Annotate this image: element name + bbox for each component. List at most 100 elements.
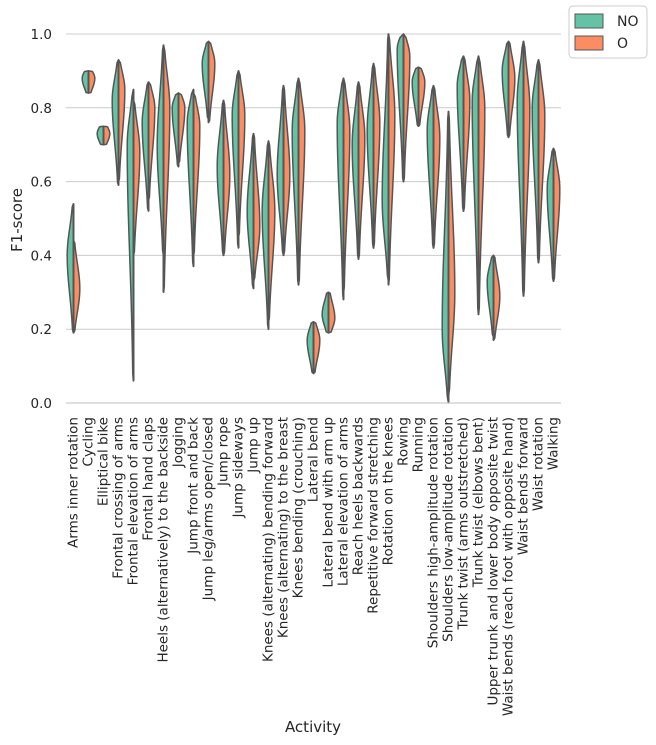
violin-group xyxy=(96,125,111,146)
violin-half-o xyxy=(312,321,321,375)
violin-half-no xyxy=(66,202,75,334)
x-tick-label: Jump leg/arms open/closed xyxy=(201,417,217,601)
y-axis-ticks: 0.0 0.2 0.4 0.6 0.8 1.0 xyxy=(31,27,52,412)
violin-half-no xyxy=(441,110,450,404)
x-tick-label: Cycling xyxy=(81,417,97,466)
violin-group xyxy=(246,132,261,290)
x-tick-label: Trunk twist (elbows bent) xyxy=(471,417,487,588)
x-tick-label: Knees (alternating) bending forward xyxy=(261,417,277,662)
violin-half-o xyxy=(342,77,351,294)
violin-half-no xyxy=(111,59,120,187)
y-tick-label: 0.6 xyxy=(31,175,52,191)
x-tick-label: Frontal crossing of arms xyxy=(111,417,127,579)
violin-half-o xyxy=(102,125,111,146)
violin-half-o xyxy=(177,92,186,164)
violin-group xyxy=(291,77,306,286)
y-axis-title: F1-score xyxy=(8,188,26,252)
violin-group xyxy=(531,59,546,264)
violin-group xyxy=(306,321,321,375)
violin-half-o xyxy=(507,40,516,139)
x-tick-label: Running xyxy=(411,417,427,472)
violin-half-o xyxy=(552,147,561,282)
violin-half-o xyxy=(537,59,546,264)
violin-half-no xyxy=(396,33,405,183)
x-axis-title: Activity xyxy=(285,718,341,736)
violin-group xyxy=(186,88,201,268)
violin-group xyxy=(516,40,531,297)
x-tick-label: Rotation on the knees xyxy=(381,417,397,565)
x-tick-label: Arms inner rotation xyxy=(66,417,82,548)
x-tick-label: Rowing xyxy=(396,417,412,466)
violin-half-no xyxy=(96,125,105,146)
violin-half-no xyxy=(546,147,555,282)
violin-half-no xyxy=(336,77,345,301)
violin-half-o xyxy=(267,140,276,323)
violin-half-o xyxy=(162,44,171,294)
violin-half-no xyxy=(186,88,195,268)
violin-half-o xyxy=(327,291,336,334)
violin-half-no xyxy=(306,321,315,375)
x-tick-label: Walking xyxy=(546,417,562,470)
violin-half-no xyxy=(201,40,210,120)
violin-group xyxy=(366,62,381,249)
violin-group xyxy=(261,140,276,330)
x-tick-label: Shoulders high-amplitude rotation xyxy=(426,417,442,648)
violin-half-no xyxy=(411,66,420,127)
violin-half-o xyxy=(282,84,291,257)
violin-half-no xyxy=(216,99,225,257)
y-tick-label: 0.0 xyxy=(31,396,52,412)
violin-group xyxy=(126,88,141,382)
violin-half-no xyxy=(246,132,255,290)
x-tick-label: Knees (alternating) to the breast xyxy=(276,417,292,638)
violin-half-no xyxy=(261,140,270,330)
violin-half-o xyxy=(297,77,306,286)
violin-group xyxy=(336,77,351,301)
x-tick-label: Frontal elevation of arms xyxy=(126,417,142,585)
x-tick-label: Upper trunk and lower body opposite twis… xyxy=(486,417,502,706)
violin-group xyxy=(276,84,291,257)
violin-half-o xyxy=(87,70,96,94)
x-tick-label: Knees bending (crouching) xyxy=(291,417,307,598)
legend-swatch-no xyxy=(574,13,604,29)
violin-half-o xyxy=(207,40,216,124)
violin-half-no xyxy=(366,62,375,249)
violin-half-o xyxy=(252,132,261,282)
violin-group xyxy=(486,254,501,342)
legend-label-no: NO xyxy=(617,14,639,30)
x-tick-label: Elliptical bike xyxy=(96,417,112,506)
x-tick-label: Waist rotation xyxy=(531,417,547,511)
legend-swatch-o xyxy=(574,35,604,51)
violin-half-o xyxy=(447,110,456,397)
violin-half-no xyxy=(351,81,360,260)
violin-group xyxy=(201,40,216,124)
violin-half-o xyxy=(72,239,81,334)
violin-group xyxy=(141,81,156,212)
y-tick-label: 1.0 xyxy=(31,27,52,43)
violin-half-no xyxy=(321,291,330,334)
y-tick-label: 0.2 xyxy=(31,322,52,338)
violin-half-o xyxy=(432,84,441,249)
x-tick-label: Jogging xyxy=(171,417,187,468)
x-tick-label: Reach heels backwards xyxy=(351,417,367,575)
violin-group xyxy=(501,40,516,139)
violin-half-no xyxy=(531,59,540,264)
violin-group xyxy=(216,99,231,257)
y-tick-label: 0.4 xyxy=(31,248,52,264)
violin-half-no xyxy=(426,84,435,249)
violin-half-no xyxy=(171,92,180,168)
violin-half-no xyxy=(231,70,240,249)
x-axis-ticks: Arms inner rotation Cycling Elliptical bik… xyxy=(66,417,562,716)
x-tick-label: Waist bends forward xyxy=(516,417,532,555)
x-tick-label: Repetitive forward stretching xyxy=(366,417,382,614)
violin-group xyxy=(171,92,186,168)
violin-half-o xyxy=(477,55,486,316)
violin-half-o xyxy=(492,254,501,342)
violin-group xyxy=(546,147,561,282)
violin-half-o xyxy=(117,59,126,183)
violin-half-no xyxy=(276,84,285,257)
violin-plot-area xyxy=(66,33,561,404)
violin-half-o xyxy=(387,33,396,286)
violin-group xyxy=(441,110,456,404)
violin-half-o xyxy=(417,66,426,127)
violin-half-o xyxy=(192,92,201,257)
